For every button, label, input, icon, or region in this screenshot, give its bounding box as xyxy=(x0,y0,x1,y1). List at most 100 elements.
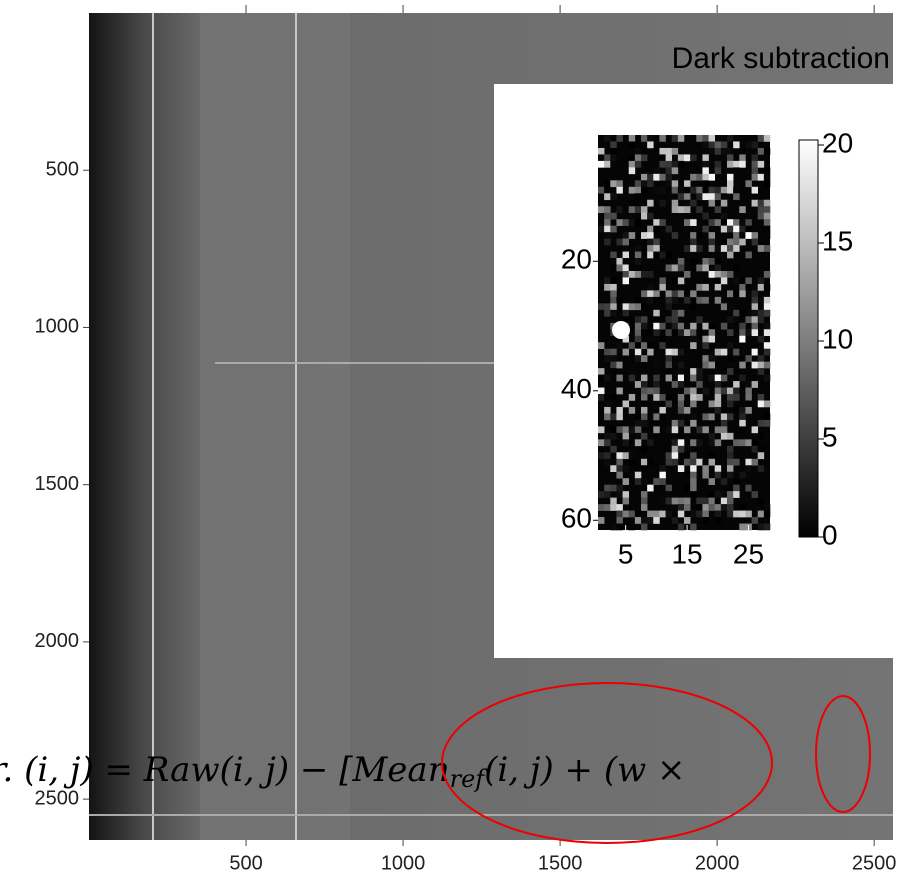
heatmap-cell xyxy=(628,374,636,382)
heatmap-cell xyxy=(671,296,679,304)
eq-times: × xyxy=(657,750,686,790)
heatmap-cell xyxy=(727,471,734,479)
heatmap-cell xyxy=(628,458,636,466)
heatmap-cell xyxy=(751,303,759,311)
heatmap-cell xyxy=(653,290,660,298)
y-tick-label: 2500 xyxy=(35,787,80,809)
heatmap-cell xyxy=(751,167,759,175)
heatmap-cell xyxy=(696,193,703,201)
heatmap-cell xyxy=(659,342,666,349)
heatmap-cell xyxy=(677,361,685,369)
heatmap-cell xyxy=(641,316,648,324)
heatmap-cell xyxy=(733,245,740,252)
heatmap-cell xyxy=(628,322,636,330)
heatmap-cell xyxy=(616,238,623,246)
heatmap-cell xyxy=(653,329,660,337)
heatmap-cell xyxy=(671,309,679,317)
heatmap-cell xyxy=(714,264,722,272)
heatmap-cell xyxy=(641,523,648,531)
heatmap-cell xyxy=(604,206,611,214)
heatmap-cell xyxy=(690,471,697,479)
heatmap-cell xyxy=(677,368,685,375)
heatmap-cell xyxy=(690,303,697,311)
heatmap-cell xyxy=(684,387,691,395)
heatmap-cell xyxy=(684,471,691,479)
heatmap-cell xyxy=(598,504,605,511)
hot-spot xyxy=(612,321,630,339)
y-tick-label: 1500 xyxy=(35,473,80,495)
heatmap-cell xyxy=(763,361,771,369)
heatmap-cell xyxy=(696,329,703,337)
heatmap-cell xyxy=(708,258,716,265)
heatmap-cell xyxy=(665,322,673,330)
heatmap-cell xyxy=(745,277,752,285)
heatmap-cell xyxy=(598,160,605,168)
heatmap-cell xyxy=(604,135,611,142)
heatmap-cell xyxy=(727,491,734,498)
heatmap-cell xyxy=(702,504,709,511)
heatmap-cell xyxy=(739,290,746,298)
heatmap-cell xyxy=(634,322,642,330)
heatmap-cell xyxy=(647,296,654,304)
heatmap-cell xyxy=(757,361,765,369)
heatmap-cell xyxy=(720,374,728,382)
heatmap-cell xyxy=(604,439,611,447)
heatmap-cell xyxy=(757,245,765,252)
heatmap-cell xyxy=(622,303,630,311)
heatmap-cell xyxy=(653,478,660,485)
inset-x-tick-label: 5 xyxy=(618,538,634,569)
heatmap-cell xyxy=(598,491,605,498)
heatmap-cell xyxy=(708,355,716,362)
heatmap-cell xyxy=(634,465,642,473)
heatmap-cell xyxy=(665,361,673,369)
heatmap-cell xyxy=(733,290,740,298)
heatmap-cell xyxy=(641,342,648,349)
heatmap-cell xyxy=(659,303,666,311)
heatmap-cell xyxy=(665,491,673,498)
main-axes: 500 1000 1500 2000 2500 500 1000 1500 2000 2500 xyxy=(35,5,896,874)
heatmap-cell xyxy=(634,329,642,337)
heatmap-cell xyxy=(604,458,611,466)
inset-title: Dark subtraction xyxy=(672,42,890,75)
heatmap-cell xyxy=(647,387,654,395)
heatmap-cell xyxy=(677,206,685,214)
heatmap-cell xyxy=(702,167,709,175)
heatmap-cell xyxy=(757,199,765,207)
heatmap-cell xyxy=(690,452,697,460)
heatmap-cell xyxy=(757,160,765,168)
heatmap-cell xyxy=(727,173,734,181)
inset-y-tick-label: 20 xyxy=(561,244,592,275)
heatmap-cell xyxy=(653,510,660,518)
heatmap-cell xyxy=(671,517,679,524)
heatmap-cell xyxy=(598,426,605,434)
heatmap-cell xyxy=(727,465,734,473)
heatmap-cell xyxy=(641,497,648,505)
heatmap-cell xyxy=(696,245,703,252)
heatmap-cell xyxy=(739,219,746,226)
heatmap-cell xyxy=(714,296,722,304)
heatmap-cell xyxy=(665,173,673,181)
heatmap-cell xyxy=(598,394,605,401)
heatmap-cell xyxy=(751,491,759,498)
heatmap-cell xyxy=(727,135,734,142)
heatmap-cell xyxy=(647,245,654,252)
heatmap-cell xyxy=(733,277,740,285)
heatmap-cell xyxy=(684,517,691,524)
colorbar xyxy=(798,139,819,538)
heatmap-cell xyxy=(671,232,679,239)
inset-axes: 5 15 25 20 40 60 0 5 10 15 20 xyxy=(561,127,853,569)
heatmap-cell xyxy=(610,258,617,265)
heatmap-cell xyxy=(733,225,740,233)
heatmap-cell xyxy=(720,238,728,246)
heatmap-cell xyxy=(690,258,697,265)
heatmap-cell xyxy=(622,277,630,285)
inset-y-tick-label: 40 xyxy=(561,373,592,404)
heatmap-cell xyxy=(653,322,660,330)
heatmap-cell xyxy=(677,394,685,401)
heatmap-cell xyxy=(616,523,623,531)
x-tick-label: 2000 xyxy=(695,852,740,874)
heatmap-cell xyxy=(745,219,752,226)
heatmap-cell xyxy=(751,316,759,324)
heatmap-cell xyxy=(733,348,740,356)
heatmap-cell xyxy=(641,419,648,427)
